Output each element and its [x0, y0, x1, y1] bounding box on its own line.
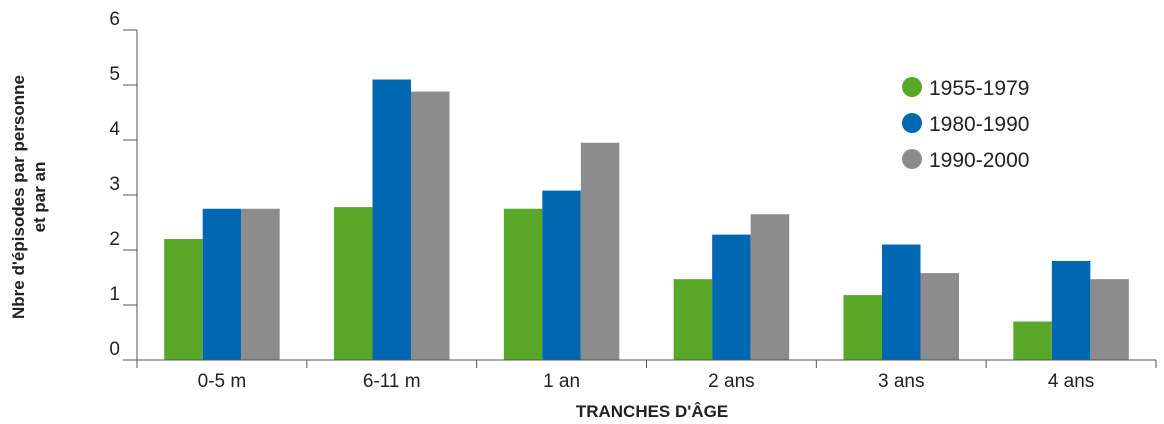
x-tick-label: 6-11 m — [363, 371, 421, 392]
legend-label: 1980-1990 — [929, 113, 1029, 136]
bar — [164, 239, 203, 360]
bar — [372, 79, 411, 360]
y-tick-label: 3 — [109, 174, 120, 195]
y-tick-label: 5 — [109, 64, 120, 85]
bar — [712, 234, 751, 360]
y-tick-label: 6 — [109, 9, 120, 30]
bars — [164, 79, 1129, 360]
y-axis: 0 1 2 3 4 5 6 — [109, 9, 138, 361]
bar — [843, 295, 882, 360]
bar — [202, 208, 242, 360]
bar — [580, 142, 620, 360]
x-axis-title: TRANCHES D'ÂGE — [576, 402, 728, 421]
bar — [411, 91, 450, 360]
x-tick-label: 0-5 m — [198, 371, 247, 392]
x-axis: 0-5 m 6-11 m 1 an 2 ans 3 ans 4 ans — [136, 359, 1157, 392]
bar — [542, 190, 581, 360]
bar — [1051, 261, 1091, 360]
bar — [920, 273, 959, 360]
bar — [503, 208, 543, 360]
bar — [1013, 321, 1052, 360]
legend-swatch — [902, 113, 922, 133]
y-axis-title: Nbre d'épisodes par personne et par an — [9, 75, 49, 319]
y-axis-title-line-2: et par an — [30, 162, 49, 233]
x-tick-label: 2 ans — [708, 371, 754, 392]
legend-swatch — [902, 149, 922, 169]
y-tick-label: 0 — [109, 339, 120, 360]
legend: 1955-1979 1980-1990 1990-2000 — [902, 77, 1029, 172]
bar — [673, 279, 713, 360]
legend-swatch — [902, 77, 922, 97]
y-axis-title-line-1: Nbre d'épisodes par personne — [9, 75, 28, 319]
bar — [750, 214, 790, 360]
x-tick-label: 1 an — [543, 371, 580, 392]
y-tick-label: 4 — [109, 119, 120, 140]
y-tick-label: 1 — [109, 284, 120, 305]
bar — [882, 244, 921, 360]
legend-label: 1955-1979 — [929, 77, 1029, 100]
x-tick-label: 4 ans — [1048, 371, 1094, 392]
x-tick-label: 3 ans — [878, 371, 924, 392]
bar — [334, 207, 373, 360]
y-tick-label: 2 — [109, 229, 120, 250]
bar — [241, 208, 280, 360]
legend-label: 1990-2000 — [929, 149, 1029, 172]
bar — [1090, 279, 1129, 360]
